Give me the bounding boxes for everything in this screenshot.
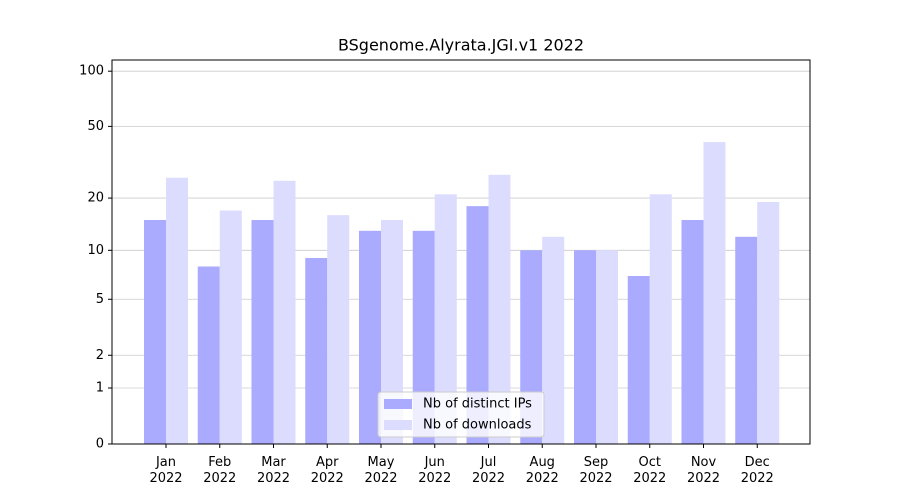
bar (596, 250, 618, 444)
bar (757, 202, 780, 444)
bar (166, 177, 188, 444)
x-tick-label: Jan 2022 (149, 455, 182, 486)
y-tick-label: 5 (96, 292, 104, 307)
bar (703, 142, 726, 444)
legend-box (377, 391, 545, 438)
legend-swatch (384, 420, 412, 430)
x-tick-label: Dec 2022 (741, 455, 774, 486)
plot-frame (111, 59, 811, 445)
x-tick-label: Apr 2022 (311, 455, 344, 486)
x-tick-label: Feb 2022 (203, 455, 236, 486)
y-tick-label: 50 (87, 119, 104, 134)
bar (251, 220, 274, 444)
y-tick-label: 100 (79, 64, 104, 79)
bar (327, 215, 350, 444)
bar (542, 236, 565, 444)
y-tick-label: 2 (96, 348, 104, 363)
x-tick-label: May 2022 (364, 455, 397, 486)
bar (412, 230, 435, 444)
bar (381, 220, 403, 444)
x-tick-label: Oct 2022 (633, 455, 666, 486)
legend: Nb of distinct IPs Nb of downloads (377, 391, 545, 438)
bar (574, 250, 596, 444)
y-tick-label: 10 (87, 243, 104, 258)
y-tick-label: 0 (96, 437, 104, 452)
bar (219, 210, 242, 444)
bar (681, 220, 704, 444)
x-tick-label: Aug 2022 (526, 455, 559, 486)
x-tick-label: Sep 2022 (579, 455, 612, 486)
x-tick-label: Jul 2022 (472, 455, 505, 486)
x-tick-label: Mar 2022 (257, 455, 290, 486)
bar (627, 276, 650, 444)
bar (735, 236, 758, 444)
bar (305, 257, 328, 444)
bar (144, 220, 166, 444)
y-tick-label: 20 (87, 191, 104, 206)
bar (488, 174, 511, 444)
y-tick-label: 1 (96, 381, 104, 396)
bar (434, 194, 457, 444)
bar (649, 194, 672, 444)
bar (273, 180, 296, 444)
chart-title: BSgenome.Alyrata.JGI.v1 2022 (338, 36, 584, 55)
bar (359, 230, 381, 444)
legend-swatch (384, 399, 412, 409)
bar (197, 266, 220, 444)
x-tick-label: Nov 2022 (687, 455, 720, 486)
legend-label: Nb of downloads (423, 418, 532, 433)
x-tick-label: Jun 2022 (418, 455, 451, 486)
legend-label: Nb of distinct IPs (423, 397, 532, 412)
bar (466, 206, 489, 444)
